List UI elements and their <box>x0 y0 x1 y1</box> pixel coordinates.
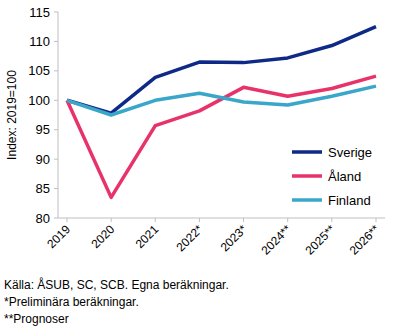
y-tick <box>54 70 58 71</box>
series-line <box>67 76 376 197</box>
chart-svg: 80 85 90 95 100 105 110 115 Index: 2019=100 2019 2… <box>0 0 417 331</box>
x-tick <box>331 218 332 222</box>
source-note: **Prognoser <box>4 312 69 326</box>
y-tick-label: 95 <box>36 122 50 137</box>
legend-swatch <box>292 174 322 178</box>
x-tick-label: 2022* <box>173 222 205 254</box>
legend-label: Finland <box>328 193 371 208</box>
y-tick-label: 85 <box>36 181 50 196</box>
x-tick-label: 2023* <box>218 222 250 254</box>
legend-label: Sverige <box>328 145 372 160</box>
y-tick <box>54 12 58 13</box>
y-axis-line <box>58 12 59 218</box>
y-tick-label: 90 <box>36 152 50 167</box>
y-tick-label: 110 <box>29 34 50 49</box>
x-tick <box>243 218 244 222</box>
chart-container: 80 85 90 95 100 105 110 115 Index: 2019=100 2019 2… <box>0 0 417 331</box>
x-tick-label: 2024** <box>258 222 294 258</box>
x-tick-label: 2025** <box>303 222 339 258</box>
source-note: *Preliminära beräkningar. <box>4 295 139 309</box>
legend-swatch <box>292 150 322 154</box>
y-tick-label: 80 <box>36 211 50 226</box>
y-tick <box>54 218 58 219</box>
legend-label: Åland <box>328 169 361 184</box>
x-tick <box>67 218 68 222</box>
y-tick-label: 105 <box>28 63 50 78</box>
y-axis-title: Index: 2019=100 <box>5 70 19 160</box>
y-tick-label: 100 <box>28 93 50 108</box>
x-tick <box>376 218 377 222</box>
y-tick <box>54 100 58 101</box>
x-tick-label: 2020 <box>88 222 117 251</box>
plot-area <box>67 27 376 198</box>
x-tick <box>111 218 112 222</box>
y-tick <box>54 129 58 130</box>
y-tick <box>54 188 58 189</box>
source-note: Källa: ÅSUB, SC, SCB. Egna beräkningar. <box>4 277 229 292</box>
x-tick-label: 2021 <box>133 222 162 251</box>
series-line <box>67 86 376 115</box>
y-tick-label: 115 <box>29 5 50 20</box>
x-axis-line <box>58 218 385 219</box>
x-tick <box>155 218 156 222</box>
x-tick-label: 2026** <box>347 222 383 258</box>
x-tick <box>199 218 200 222</box>
legend-swatch <box>292 198 322 202</box>
y-tick <box>54 41 58 42</box>
x-tick <box>287 218 288 222</box>
x-tick-label: 2019 <box>44 222 73 251</box>
y-tick <box>54 159 58 160</box>
